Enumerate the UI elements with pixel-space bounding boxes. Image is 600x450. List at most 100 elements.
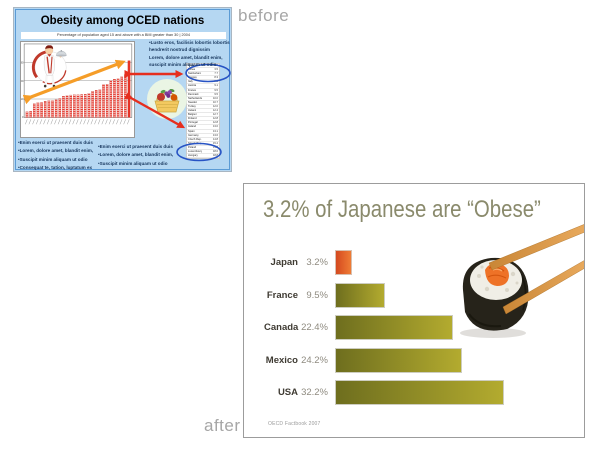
chart-row: Japan 3.2%	[264, 250, 352, 275]
y-tick: 0	[22, 115, 24, 119]
x-axis-labels	[25, 119, 130, 125]
country-label: France	[266, 290, 298, 301]
table-row: Iceland 12.4	[187, 109, 219, 114]
table-cell-value: 3.5	[214, 68, 218, 72]
table-cell-country: Switzerland	[188, 72, 202, 76]
callout-line: suscipit minim aliquam ut odio	[149, 62, 217, 68]
after-slide: 3.2% of Japanese are “Obese” Japan 3.2% …	[243, 183, 585, 438]
table-cell-country: Turkey	[188, 104, 196, 108]
bullets-bottom-left: •Enim exerci ut praesent duis duis •Lorem…	[18, 139, 102, 173]
sushi-roll-image	[460, 224, 584, 338]
callout-line: Lorem, dolore amet, blandit enim,	[149, 54, 223, 60]
table-cell-country: Spain	[188, 129, 195, 133]
table-row: Belgium 12.7	[187, 113, 219, 118]
country-label: USA	[277, 387, 298, 398]
horizontal-bar-chart: Japan 3.2% France 9.5% Canada 22.4% Mexi…	[244, 184, 584, 437]
table-cell-value: 15.7	[212, 145, 218, 149]
table-row: Germany 13.6	[187, 134, 219, 138]
bullet-line: •Lorem, dolore amet, blandit enim,	[98, 152, 174, 158]
source-citation: OECD Factbook 2007	[268, 421, 321, 427]
bullet-line: •Consequat te, tation, luptatum ex	[18, 165, 93, 171]
table-cell-value: 8.3	[214, 76, 218, 80]
table-cell-value: 10.7	[212, 100, 218, 104]
callout-line: •Lusto eros, facilisis lobortis lobortis	[149, 40, 230, 45]
table-row: Finland 12.8	[187, 117, 219, 122]
value-label: 24.2%	[301, 355, 328, 366]
y-tick: 20	[21, 79, 24, 83]
bullet-line: •Suscipit minim aliquam ut odio	[18, 156, 88, 162]
table-cell-value: 12.8	[212, 121, 218, 125]
table-row: Netherlands 10.0	[187, 97, 219, 101]
table-cell-value: 18.6	[212, 149, 218, 153]
table-cell-value: 9.1	[214, 84, 218, 88]
value-label: 3.2%	[306, 257, 328, 268]
table-cell-country: Luxembourg	[188, 149, 203, 153]
table-cell-country: Netherlands	[188, 96, 202, 100]
table-cell-country: Slovak Rep.	[188, 141, 202, 145]
before-slide-title: Obesity among OCED nations	[40, 15, 205, 27]
table-cell-value: 7.7	[214, 72, 218, 76]
country-label: Canada	[264, 322, 299, 333]
chart-row: USA 32.2%	[264, 380, 504, 405]
bar	[335, 380, 504, 405]
callout-top-right: •Lusto eros, facilisis lobortis lobortis…	[149, 39, 233, 68]
bullet-line: •Enim exerci ut praesent duis duis	[18, 140, 93, 145]
value-label: 32.2%	[301, 387, 328, 398]
value-label: 9.5%	[306, 290, 328, 301]
callout-line: hendrerit nostrud dignissim	[149, 47, 210, 53]
table-cell-country: Czech Rep.	[188, 137, 202, 141]
country-data-table: Japan 3.2 Korea 3.5 Switzerland 7.7 Norw…	[186, 63, 220, 159]
table-cell-value: 9.5	[214, 92, 218, 96]
table-cell-country: Denmark	[188, 92, 199, 96]
before-label: before	[238, 6, 290, 25]
table-cell-value: 8.5	[214, 80, 218, 84]
bar	[335, 283, 385, 308]
table-cell-value: 13.6	[212, 133, 218, 137]
table-cell-country: Belgium	[188, 113, 198, 117]
table-cell-value: 20.9	[213, 158, 218, 159]
table-cell-value: 12.7	[212, 113, 218, 117]
table-cell-value: 13.0	[212, 125, 218, 129]
table-cell-country: Iceland	[188, 109, 197, 113]
table-cell-value: 15.4	[212, 141, 218, 145]
bullet-line: •Enim exerci ut praesent duis duis	[98, 144, 173, 149]
table-cell-value: 12.8	[212, 117, 218, 121]
table-row: Portugal 12.8	[187, 121, 219, 126]
table-row: Ireland 13.0	[187, 125, 219, 130]
table-cell-country: Hungary	[188, 154, 198, 158]
chart-row: Mexico 24.2%	[264, 348, 462, 373]
table-cell-country: New Zealand	[188, 158, 203, 159]
maki-roll	[462, 257, 529, 331]
table-row: Sweden 10.7	[187, 101, 219, 105]
table-row: Spain 13.1	[187, 130, 219, 134]
table-cell-country: Portugal	[188, 121, 198, 125]
table-cell-value: 12.4	[212, 109, 218, 113]
value-label: 22.4%	[301, 322, 328, 333]
after-label: after	[204, 416, 241, 435]
table-cell-country: Norway	[188, 76, 197, 80]
table-cell-value: 18.8	[212, 154, 218, 158]
table-row: Denmark 9.5	[187, 93, 219, 97]
before-slide: Obesity among OCED nations Percentage of…	[13, 7, 232, 172]
table-cell-country: Italy	[188, 80, 193, 84]
table-row: Austria 9.1	[187, 84, 219, 89]
chopstick-bottom	[502, 260, 584, 315]
table-cell-country: Austria	[188, 84, 197, 88]
country-label: Mexico	[265, 355, 298, 366]
table-cell-value: 12.0	[212, 104, 218, 108]
chart-row: Canada 22.4%	[264, 315, 453, 340]
table-row: France 9.5	[187, 89, 219, 93]
bullet-line: •Lorem, dolore amet, blandit enim,	[18, 148, 94, 154]
table-cell-country: Sweden	[188, 100, 198, 104]
table-cell-value: 13.1	[212, 129, 218, 133]
bullet-line: •Suscipit minim aliquam ut odio	[98, 160, 168, 166]
bar	[335, 315, 453, 340]
before-slide-subtitle: Percentage of population aged 15 and abo…	[21, 32, 226, 39]
table-cell-country: Ireland	[188, 125, 196, 129]
y-tick: 30	[21, 60, 24, 64]
table-cell-value: 10.0	[212, 96, 218, 100]
before-chart-canvas: 30 20 10 0	[20, 43, 133, 125]
chart-row: France 9.5%	[264, 283, 385, 308]
bar	[335, 250, 352, 275]
table-cell-country: Poland	[188, 145, 197, 149]
